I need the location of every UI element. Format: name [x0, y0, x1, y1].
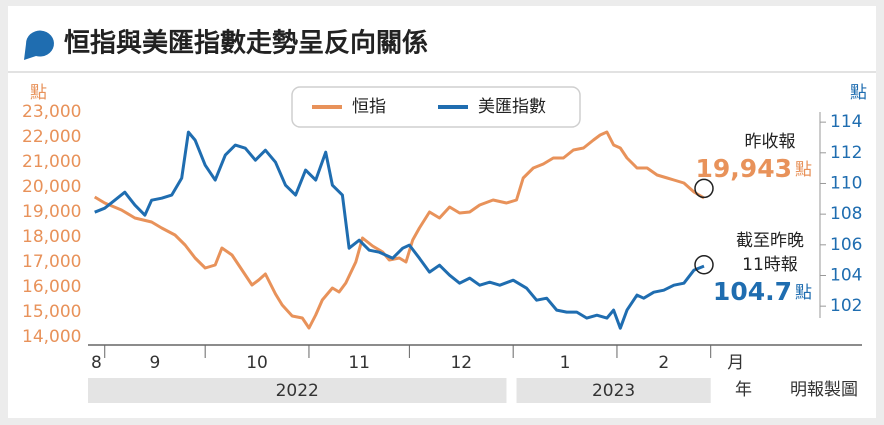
- year-unit: 年: [735, 380, 752, 400]
- y-tick-label: 17,000: [22, 252, 81, 272]
- x-tick-label: 12: [450, 353, 472, 373]
- x-tick-label: 月: [727, 353, 744, 373]
- legend-box: [291, 86, 581, 128]
- annotation-value: 19,943: [696, 154, 792, 183]
- y-tick-label: 20,000: [22, 177, 81, 197]
- y-unit: 點: [30, 83, 47, 103]
- y2-tick-label: 110: [830, 173, 862, 193]
- year-band: [88, 378, 507, 403]
- x-tick-label: 8: [91, 353, 102, 373]
- end-marker: [694, 255, 714, 275]
- legend-label: 美匯指數: [478, 97, 546, 117]
- y-tick-label: 16,000: [22, 277, 81, 297]
- y-tick-label: 19,000: [22, 202, 81, 222]
- title-icon: [24, 30, 54, 60]
- year-band: [516, 378, 711, 403]
- annotation-caption: 昨收報: [745, 132, 796, 152]
- y2-tick-label: 112: [830, 143, 862, 163]
- x-tick-label: 2: [658, 353, 669, 373]
- y-tick-label: 18,000: [22, 227, 81, 247]
- x-tick-label: 1: [560, 353, 571, 373]
- y-tick-label: 14,000: [22, 327, 81, 347]
- annotation-value: 104.7: [713, 277, 792, 306]
- series-line: [94, 130, 705, 330]
- annotation-unit: 點: [795, 283, 812, 303]
- y2-tick-label: 102: [830, 296, 862, 316]
- chart-title: 恒指與美匯指數走勢呈反向關係: [64, 28, 428, 59]
- y-tick-label: 22,000: [22, 127, 81, 147]
- x-tick-label: 10: [246, 353, 268, 373]
- x-tick-label: 11: [348, 353, 370, 373]
- y2-tick-label: 106: [830, 235, 862, 255]
- y2-tick-label: 104: [830, 265, 862, 285]
- y-tick-label: 15,000: [22, 302, 81, 322]
- panel: [8, 6, 876, 418]
- annotation-caption: 11時報: [742, 255, 798, 275]
- legend-label: 恒指: [352, 97, 386, 117]
- x-tick-label: 9: [150, 353, 161, 373]
- end-marker: [694, 178, 714, 199]
- annotation-unit: 點: [795, 160, 812, 180]
- y2-unit: 點: [850, 83, 867, 103]
- y2-tick-label: 108: [830, 204, 862, 224]
- y2-tick-label: 114: [830, 112, 862, 132]
- year-label: 2022: [276, 381, 319, 401]
- annotation-caption: 截至昨晚: [736, 231, 804, 251]
- series-line: [93, 130, 705, 330]
- y-tick-label: 21,000: [22, 152, 81, 172]
- y-tick-label: 23,000: [22, 102, 81, 122]
- year-label: 2023: [592, 381, 635, 401]
- credit: 明報製圖: [790, 380, 858, 400]
